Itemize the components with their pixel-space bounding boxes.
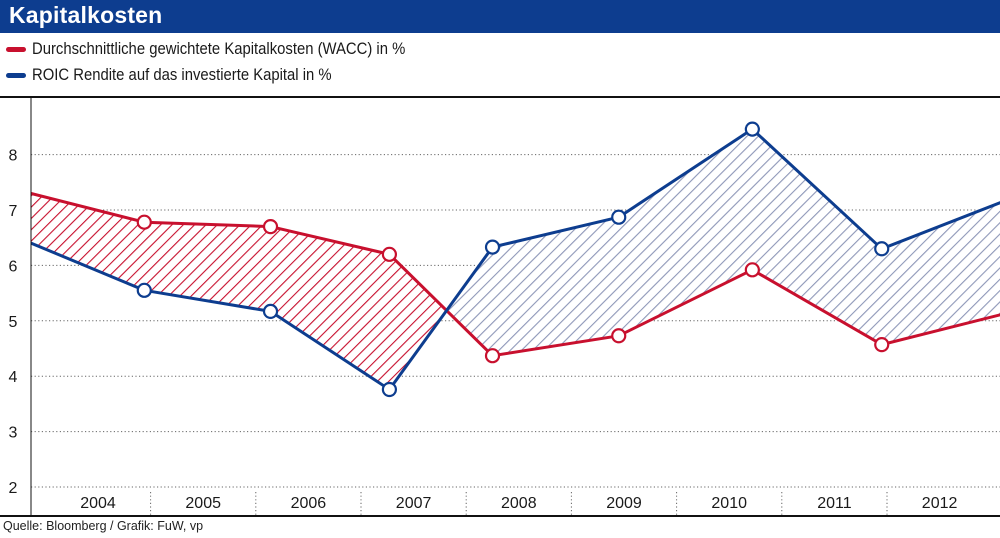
legend-label-roic: ROIC Rendite auf das investierte Kapital… [32,65,332,84]
x-tick-label-2010: 2010 [711,495,747,512]
y-tick-label-2: 2 [9,480,18,497]
point-wacc-3 [381,246,398,262]
source-note: Quelle: Bloomberg / Grafik: FuW, vp [3,519,204,533]
area-roic-above-wacc [446,129,1000,356]
point-wacc-5 [611,328,627,344]
point-roic-4 [484,239,501,255]
legend-label-wacc: Durchschnittliche gewichtete Kapitalkost… [32,39,406,58]
point-wacc-6 [744,262,760,278]
x-tick-label-2004: 2004 [80,495,116,512]
y-tick-label-3: 3 [9,425,18,442]
title-bar: Kapitalkosten [0,0,1000,33]
point-wacc-7 [874,337,890,353]
legend-swatch-wacc [6,46,26,52]
point-roic-5 [611,209,627,225]
x-tick-label-2012: 2012 [922,495,958,512]
y-tick-label-5: 5 [9,314,18,331]
point-roic-2 [262,303,279,319]
point-roic-6 [744,121,760,137]
x-tick-label-2008: 2008 [501,495,537,512]
point-wacc-1 [136,214,152,230]
x-tick-label-2005: 2005 [185,495,221,512]
x-tick-label-2009: 2009 [606,495,642,512]
point-roic-7 [874,241,890,257]
y-tick-label-6: 6 [9,258,18,275]
legend-item-wacc: Durchschnittliche gewichtete Kapitalkost… [6,38,447,60]
point-wacc-2 [262,219,279,235]
legend-item-roic: ROIC Rendite auf das investierte Kapital… [6,64,365,86]
area-wacc-above-roic [31,193,447,390]
x-tick-label-2007: 2007 [396,495,432,512]
y-tick-label-4: 4 [9,369,18,386]
legend-swatch-roic [6,72,26,78]
x-tick-label-2011: 2011 [817,495,852,512]
point-roic-1 [136,282,152,298]
x-tick-label-2006: 2006 [291,495,327,512]
chart-title: Kapitalkosten [9,2,163,28]
y-tick-label-8: 8 [9,148,18,165]
y-tick-label-7: 7 [9,203,18,220]
point-roic-3 [381,381,398,398]
point-wacc-4 [484,348,501,364]
